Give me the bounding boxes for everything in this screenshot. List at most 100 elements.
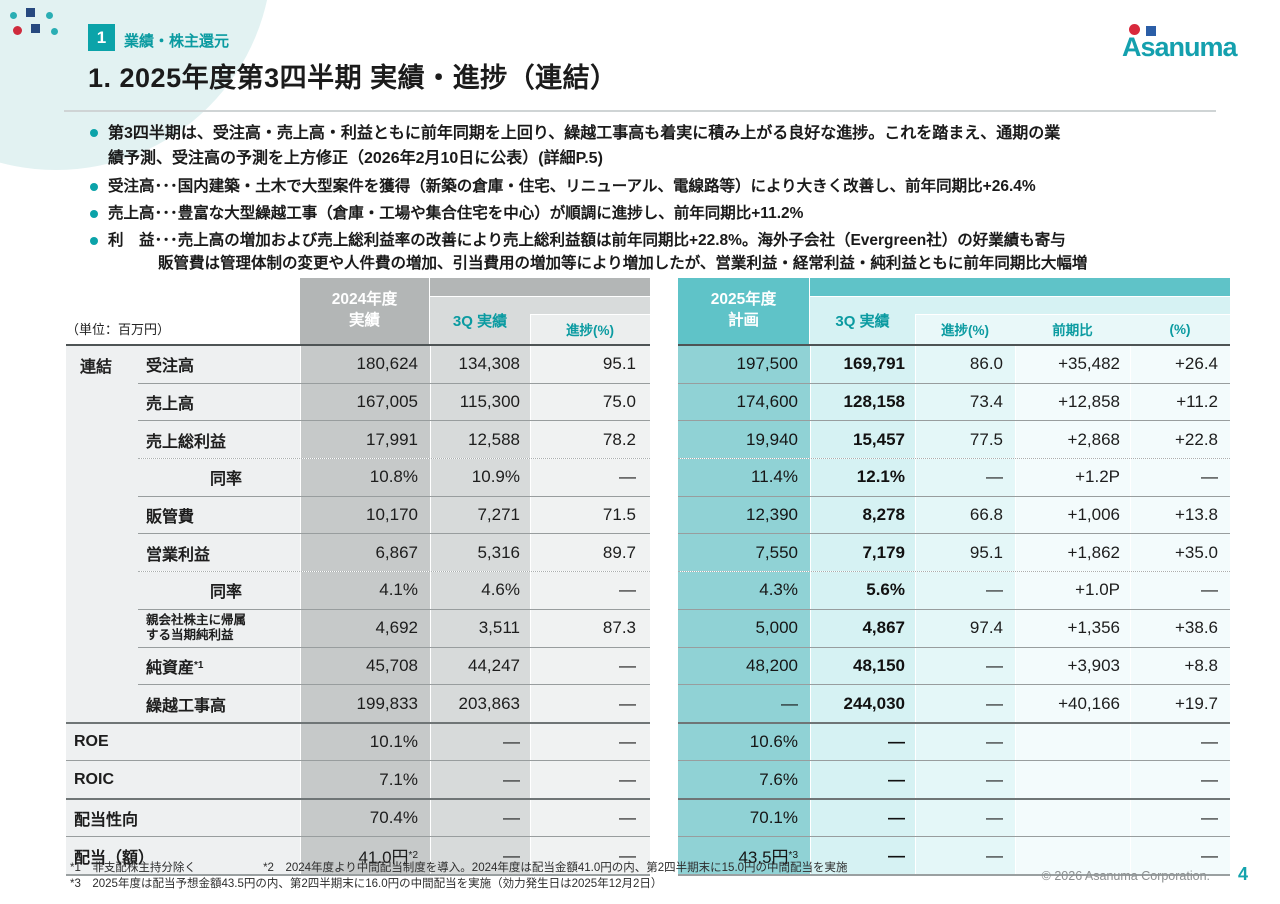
table-cell: ― (915, 761, 1015, 798)
row-label: 繰越工事高 (138, 685, 300, 722)
table-row: 5,000 4,867 97.4 +1,356 +38.6 (678, 608, 1230, 647)
table-cell: 8,278 (810, 496, 915, 534)
table-cell: 95.1 (530, 346, 650, 383)
table-cell: 10,170 (300, 496, 430, 534)
table-cell: 19,940 (678, 421, 810, 459)
row-label: 親会社株主に帰属 する当期純利益 (138, 609, 300, 647)
table-cell: +3,903 (1015, 647, 1130, 685)
table-cell: 11.4% (678, 459, 810, 496)
column-header-yoy-pct: (%) (1169, 321, 1191, 337)
table-cell: 97.4 (915, 609, 1015, 647)
decorative-dot (46, 12, 53, 19)
row-label: ROE (66, 723, 300, 761)
table-row: 販管費 10,170 7,271 71.5 (138, 495, 650, 534)
table-row: 売上総利益 17,991 12,588 78.2 (138, 420, 650, 459)
row-label: ROIC (66, 761, 300, 798)
table-body: 197,500 169,791 86.0 +35,482 +26.4 174,600 128… (678, 346, 1230, 722)
row-label: 同率 (138, 572, 300, 609)
group-label: 連結 (66, 346, 138, 722)
table-row: 174,600 128,158 73.4 +12,858 +11.2 (678, 382, 1230, 421)
table-cell: +40,166 (1015, 685, 1130, 722)
table-cell: 12,588 (430, 421, 530, 459)
table-cell: ― (430, 799, 530, 837)
table-row: 7,550 7,179 95.1 +1,862 +35.0 (678, 533, 1230, 572)
table-cell: ― (530, 459, 650, 496)
table-cell: ― (915, 685, 1015, 722)
row-label: 売上高 (138, 383, 300, 421)
bullet-text: 利 益･･･売上高の増加および売上総利益率の改善により売上総利益額は前年同期比+… (108, 232, 1066, 249)
table-cell: 70.1% (678, 799, 810, 837)
table-cell: ― (915, 647, 1015, 685)
table-bottom-section: 10.6% ― ― ― 7.6% ― ― ― 70.1% ― ― ― 43.5円 *3 ― ― ― (678, 721, 1230, 876)
column-header-q3: 3Q 実績 (452, 312, 508, 330)
table-cell: ― (530, 572, 650, 609)
table-cell: ― (1130, 837, 1230, 874)
table-cell: 48,150 (810, 647, 915, 685)
asanuma-logo: Asanuma (1122, 24, 1252, 64)
copyright: © 2026 Asanuma Corporation. (1041, 869, 1210, 883)
table-cell: 12,390 (678, 496, 810, 534)
table-cell: 78.2 (530, 421, 650, 459)
table-cell: +22.8 (1130, 421, 1230, 459)
row-label: 配当性向 (66, 799, 300, 837)
row-label: 同率 (138, 459, 300, 496)
table-row: 親会社株主に帰属 する当期純利益 4,692 3,511 87.3 (138, 608, 650, 647)
table-row: 同率 10.8% 10.9% ― (138, 458, 650, 496)
table-cell: 73.4 (915, 383, 1015, 421)
table-cell: +35.0 (1130, 534, 1230, 572)
table-cell (1015, 761, 1130, 798)
table-cell: +2,868 (1015, 421, 1130, 459)
table-cell: 86.0 (915, 346, 1015, 383)
table-header-fy2025: 2025年度 計画 3Q 実績 進捗(%) 前期比 (%) (678, 278, 1230, 346)
table-row: 7.6% ― ― ― (678, 760, 1230, 798)
table-cell: 199,833 (300, 685, 430, 722)
table-cell: 4.3% (678, 572, 810, 609)
row-label: 売上総利益 (138, 421, 300, 459)
table-cell: 12.1% (810, 459, 915, 496)
table-fy2025: 2025年度 計画 3Q 実績 進捗(%) 前期比 (%) 197,500 169… (678, 278, 1230, 876)
table-cell: 3,511 (430, 609, 530, 647)
table-cell: 95.1 (915, 534, 1015, 572)
table-cell: ― (1130, 459, 1230, 496)
section-number-badge: 1 (88, 24, 115, 51)
table-cell: 7,271 (430, 496, 530, 534)
column-header-progress: 進捗(%) (566, 323, 614, 338)
table-cell: 134,308 (430, 346, 530, 383)
table-cell: +1,862 (1015, 534, 1130, 572)
table-cell: ― (1130, 572, 1230, 609)
table-cell: 244,030 (810, 685, 915, 722)
decorative-dot (13, 26, 22, 35)
table-cell: 5,316 (430, 534, 530, 572)
table-cell: +13.8 (1130, 496, 1230, 534)
table-cell: ― (678, 685, 810, 722)
table-cell: ― (430, 723, 530, 761)
table-cell: +1.0P (1015, 572, 1130, 609)
logo-text: Asanuma (1122, 32, 1238, 62)
table-cell: 7.6% (678, 761, 810, 798)
table-row: 売上高 167,005 115,300 75.0 (138, 382, 650, 421)
table-cell: 4,692 (300, 609, 430, 647)
table-header-fy2024: （単位：百万円） 2024年度 実績 3Q 実績 進捗(%) (66, 278, 650, 346)
table-cell: 6,867 (300, 534, 430, 572)
table-cell: 48,200 (678, 647, 810, 685)
table-cell: 180,624 (300, 346, 430, 383)
table-cell: ― (430, 837, 530, 874)
footnote-3: *3 2025年度は配当予想金額43.5円の内、第2四半期末に16.0円の中間配… (70, 878, 663, 890)
table-cell: 197,500 (678, 346, 810, 383)
table-cell: 10.6% (678, 723, 810, 761)
bullet-icon (90, 210, 98, 218)
table-cell: 7,550 (678, 534, 810, 572)
footnote-1: *1 非支配株主持分除く (70, 862, 196, 874)
table-cell: ― (915, 799, 1015, 837)
table-cell: 115,300 (430, 383, 530, 421)
bullet-icon (90, 183, 98, 191)
table-row: ― 244,030 ― +40,166 +19.7 (678, 684, 1230, 722)
table-cell: 5.6% (810, 572, 915, 609)
header-band (915, 314, 1230, 344)
table-cell: ― (810, 837, 915, 874)
table-cell: 45,708 (300, 647, 430, 685)
decorative-dot (10, 12, 17, 19)
bullet-icon (90, 129, 98, 137)
table-cell: 43.5円 *3 (678, 837, 810, 874)
table-row: 197,500 169,791 86.0 +35,482 +26.4 (678, 346, 1230, 383)
